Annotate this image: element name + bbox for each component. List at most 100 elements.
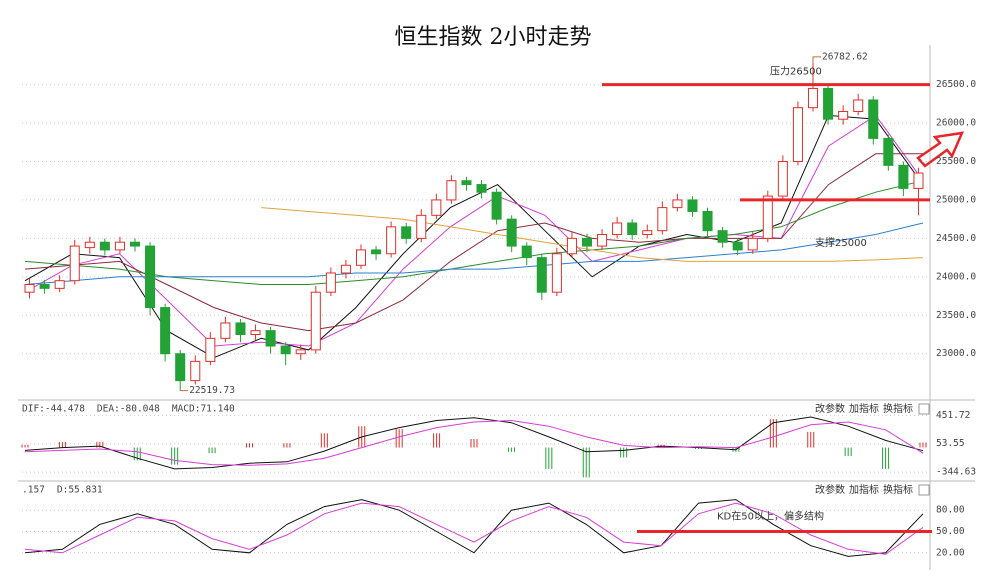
- candle-body: [627, 222, 638, 236]
- candle-body: [898, 164, 909, 189]
- candle-body: [476, 184, 487, 193]
- candle-body: [672, 199, 683, 209]
- candle-body: [853, 99, 864, 113]
- y-tick-label: 23500.0: [936, 310, 976, 321]
- y-tick-label: -344.63: [936, 467, 976, 478]
- candle-body: [838, 111, 849, 120]
- extreme-pointer: [812, 56, 821, 63]
- candle-body: [431, 199, 442, 216]
- candle-body: [220, 322, 231, 339]
- y-tick-label: 24500.0: [936, 233, 976, 244]
- candle-body: [566, 237, 577, 255]
- candle-body: [24, 284, 35, 293]
- indicator-button[interactable]: 改参数: [815, 402, 845, 415]
- moving-average: [261, 207, 924, 262]
- level-label: 支撑25000: [815, 236, 867, 249]
- candle-body: [416, 214, 427, 239]
- candle-body: [205, 337, 216, 362]
- legend-entry: DEA:-80.048: [97, 404, 160, 415]
- indicator-line: [24, 502, 924, 555]
- legend-entry: DIF:-44.478: [22, 404, 85, 415]
- candle-body: [823, 87, 834, 120]
- y-tick-label: 23000.0: [936, 348, 976, 359]
- candle-body: [386, 226, 397, 255]
- candle-body: [175, 353, 186, 382]
- candle-body: [521, 245, 532, 259]
- y-tick-label: 25000.0: [936, 194, 976, 205]
- candle-body: [868, 99, 879, 139]
- candle-body: [687, 199, 698, 212]
- moving-average: [24, 114, 924, 359]
- candle-body: [99, 241, 110, 251]
- chart-title: 恒生指数 2小时走势: [395, 25, 592, 50]
- close-button[interactable]: [918, 484, 930, 496]
- candle-body: [581, 237, 593, 247]
- indicator-button[interactable]: 换指标: [883, 402, 913, 415]
- candle-body: [777, 160, 788, 197]
- candle-body: [657, 207, 668, 232]
- indicator-button[interactable]: 加指标: [849, 483, 879, 496]
- close-button[interactable]: [918, 403, 930, 415]
- indicator-button[interactable]: 改参数: [815, 483, 845, 496]
- y-tick-label: 53.55: [936, 438, 965, 449]
- legend-entry: .157: [22, 485, 45, 496]
- legend-entry: MACD:71.140: [172, 404, 235, 415]
- candle-body: [84, 241, 95, 249]
- candle-body: [792, 107, 803, 162]
- candle-body: [642, 230, 653, 236]
- indicator-button[interactable]: 加指标: [849, 402, 879, 415]
- candle-body: [491, 191, 502, 220]
- y-tick-label: 24000.0: [936, 271, 976, 282]
- frame: [18, 45, 975, 570]
- candle-body: [717, 230, 728, 243]
- candle-body: [536, 257, 547, 293]
- candle-body: [446, 180, 457, 201]
- candle-body: [295, 349, 306, 355]
- candle-body: [762, 195, 773, 239]
- candle-body: [702, 210, 713, 232]
- candle-body: [551, 253, 562, 293]
- trend-arrow: [916, 131, 965, 168]
- indicator-line: [24, 499, 924, 557]
- indicator-line: [24, 416, 924, 470]
- level-label: KD在50以上，偏多结构: [717, 510, 824, 523]
- candle-body: [69, 245, 80, 282]
- candle-body: [114, 241, 125, 251]
- candle-body: [883, 137, 894, 166]
- moving-average: [24, 222, 924, 285]
- candle-body: [506, 218, 517, 247]
- y-tick-label: 26500.0: [936, 79, 976, 90]
- candle-body: [160, 307, 171, 355]
- candle-body: [235, 322, 246, 335]
- y-tick-label: 20.00: [936, 547, 965, 558]
- extreme-label: 22519.73: [189, 385, 235, 396]
- moving-average: [24, 153, 923, 332]
- candle-body: [732, 241, 743, 251]
- indicator-line: [24, 419, 924, 466]
- candle-body: [310, 291, 321, 351]
- y-tick-label: 25500.0: [936, 156, 976, 167]
- moving-average: [24, 180, 924, 285]
- candle-body: [371, 249, 382, 255]
- candle-body: [461, 180, 472, 186]
- candle-body: [340, 264, 351, 274]
- candle-body: [129, 241, 141, 247]
- indicator-button[interactable]: 换指标: [883, 483, 913, 496]
- level-label: 压力26500: [770, 65, 822, 78]
- candle-body: [280, 345, 291, 355]
- candle-body: [325, 272, 336, 293]
- candle-body: [250, 330, 261, 335]
- candle-body: [190, 360, 201, 382]
- candle-body: [265, 330, 276, 347]
- candle-body: [54, 280, 65, 289]
- moving-average: [24, 114, 924, 347]
- candle-body: [807, 87, 819, 109]
- y-tick-label: 50.00: [936, 526, 965, 537]
- candle-body: [355, 249, 367, 266]
- y-tick-label: 80.00: [936, 505, 965, 516]
- candle-body: [747, 237, 758, 251]
- candle-body: [597, 234, 608, 247]
- y-tick-label: 451.72: [936, 410, 970, 421]
- candle-body: [612, 222, 623, 236]
